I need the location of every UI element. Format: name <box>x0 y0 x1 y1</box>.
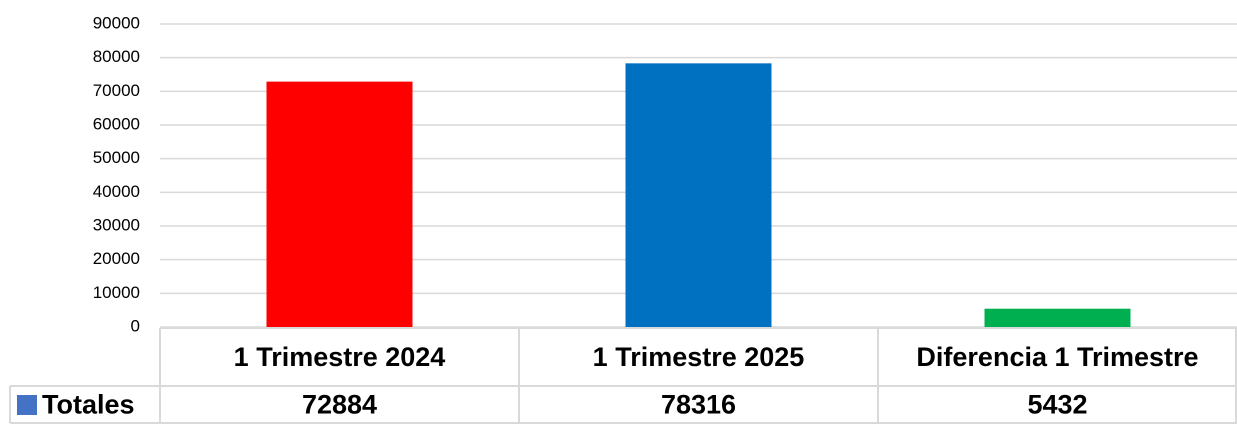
data-label: 72884 <box>302 390 377 420</box>
y-tick-label: 80000 <box>93 47 140 66</box>
y-tick-label: 50000 <box>93 148 140 167</box>
x-tick-label: Diferencia 1 Trimestre <box>916 342 1198 372</box>
y-tick-label: 0 <box>131 316 140 335</box>
y-tick-label: 10000 <box>93 283 140 302</box>
y-tick-label: 40000 <box>93 182 140 201</box>
data-label: 5432 <box>1027 390 1087 420</box>
bar <box>984 308 1131 327</box>
x-tick-label: 1 Trimestre 2024 <box>234 342 446 372</box>
x-tick-label: 1 Trimestre 2025 <box>593 342 805 372</box>
y-tick-label: 60000 <box>93 114 140 133</box>
y-tick-label: 70000 <box>93 81 140 100</box>
legend-key <box>17 395 37 415</box>
y-tick-label: 90000 <box>93 13 140 32</box>
y-tick-label: 20000 <box>93 249 140 268</box>
bar <box>266 81 413 327</box>
bar <box>625 63 772 328</box>
data-label: 78316 <box>661 390 736 420</box>
legend-label: Totales <box>42 390 135 420</box>
y-tick-label: 30000 <box>93 215 140 234</box>
